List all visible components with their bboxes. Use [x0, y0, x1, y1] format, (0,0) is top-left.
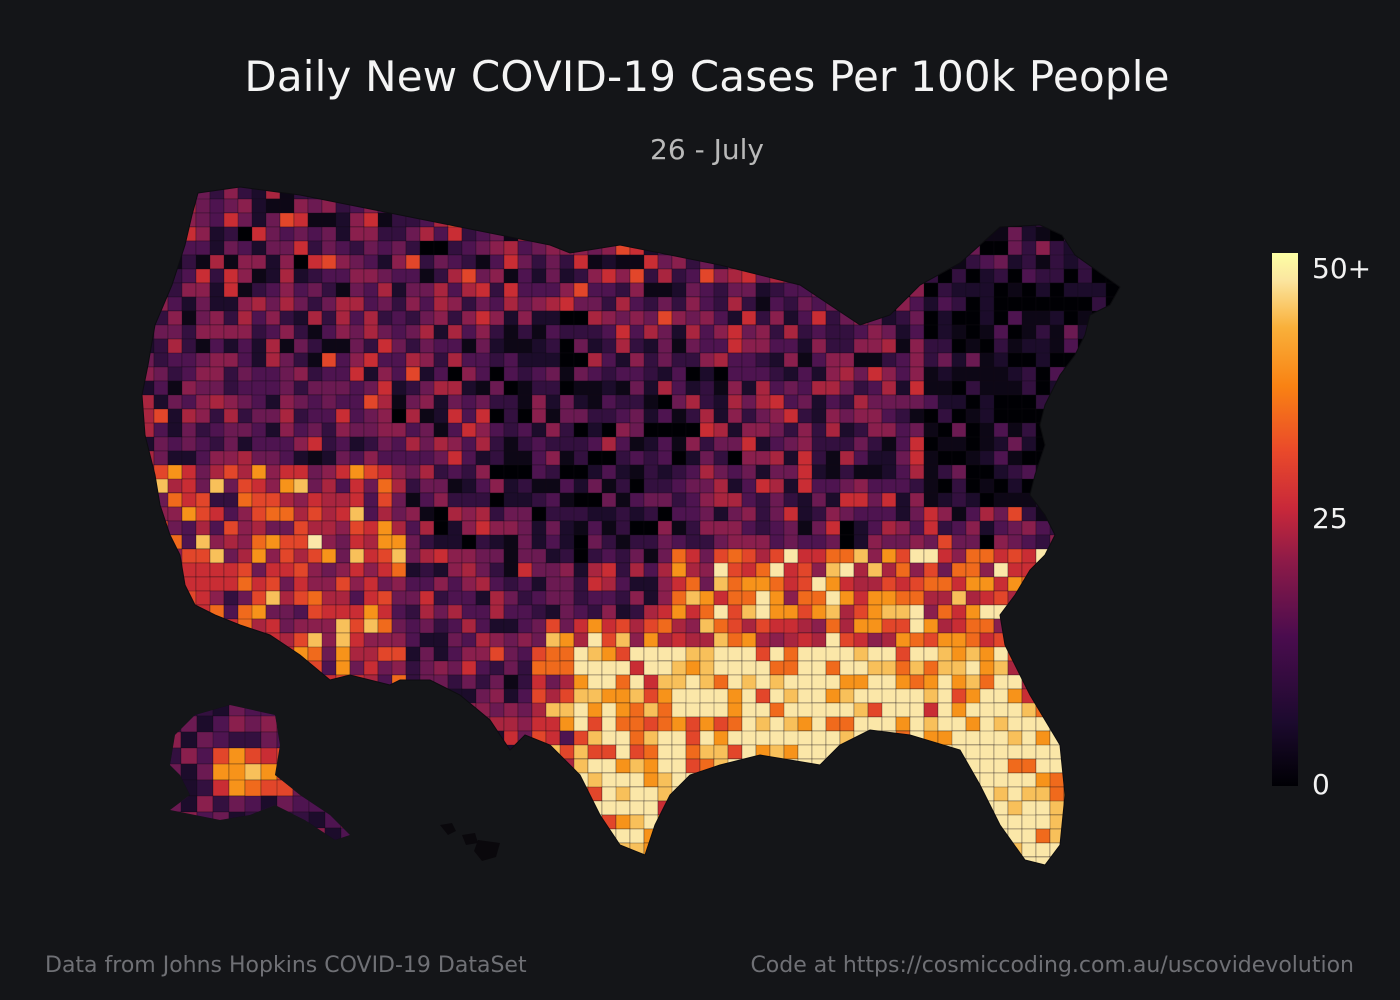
colorbar-label-max: 50+ [1312, 252, 1372, 285]
data-source-credit: Data from Johns Hopkins COVID-19 DataSet [45, 953, 527, 978]
map-title: Daily New COVID-19 Cases Per 100k People [244, 52, 1170, 101]
alaska [170, 705, 350, 840]
code-link[interactable]: Code at https://cosmiccoding.com.au/usco… [750, 953, 1354, 978]
map-subtitle-date: 26 - July [650, 133, 764, 166]
us-county-choropleth-map[interactable] [100, 175, 1240, 895]
colorbar [1272, 253, 1298, 786]
colorbar-label-min: 0 [1312, 768, 1330, 801]
contiguous-us [141, 186, 1121, 866]
colorbar-label-mid: 25 [1312, 502, 1348, 535]
hawaii [440, 823, 500, 861]
colorbar-gradient [1272, 253, 1298, 786]
